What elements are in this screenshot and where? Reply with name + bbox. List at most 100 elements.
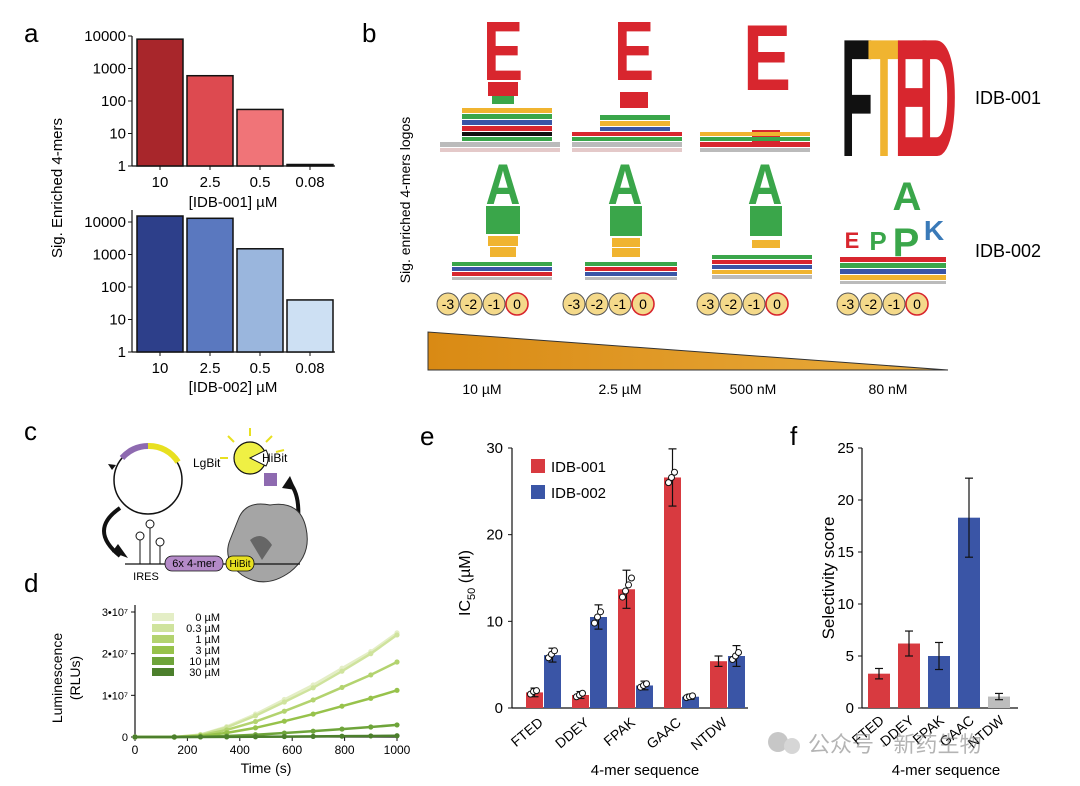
a-top-ytick-label: 1 [118,158,126,175]
f-ytick-label: 15 [837,544,854,561]
a-bottom-xlabel: [IDB-002] µM [189,379,278,396]
d-ytick-label: 2•10⁷ [102,649,128,661]
d-series-point [197,734,204,740]
f-bar-fpak [928,656,950,708]
e-legend-swatch [531,485,545,499]
position-circle-label: -1 [748,296,761,312]
e-replicate-point [579,689,586,697]
d-series-line-0 [135,631,398,739]
position-circle-label: -2 [591,296,604,312]
panel-a-bar-charts: Sig. Enriched 4-mers 10000 1000 100 10 1 10 2… [49,28,335,396]
d-legend-swatch [152,624,174,632]
a-top-ytick-label: 1000 [93,61,126,78]
a-bottom-ytick-label: 10000 [84,214,126,231]
a-top-xtick-label: 0.08 [295,174,324,191]
a-bottom-bar-3 [286,299,334,353]
f-ytick-label: 25 [837,440,854,457]
d-series-point [339,668,345,674]
panel-label-a: a [24,18,39,48]
position-circle [631,292,655,316]
a-top-xlabel: [IDB-001] µM [189,194,278,211]
d-xtick-label: 400 [230,743,250,757]
conc-label-3: 500 nM [730,381,777,397]
plasmid-arrow-icon [108,464,116,470]
position-circle [608,292,632,316]
position-circle [742,292,766,316]
d-xtick-label: 600 [282,743,302,757]
position-circle-label: -3 [702,296,715,312]
d-series-point [132,734,138,740]
d-ytick-label: 1•10⁷ [102,690,128,702]
d-legend-swatch [152,646,174,654]
a-bottom-ytick-label: 1000 [93,247,126,264]
a-bottom-xtick-label: 0.08 [295,360,324,377]
e-xtick-label: GAAC [643,714,684,752]
d-series-point [339,726,345,732]
f-ytick-label: 20 [837,492,854,509]
d-legend-label: 0.3 µM [186,623,220,635]
logo-fted-d: D [919,5,957,193]
a-top-xtick-label: 0.5 [250,174,271,191]
light-bulb-icon [220,428,285,475]
mer-box-label: 6x 4-mer [172,558,216,570]
f-xlabel: 4-mer sequence [892,762,1000,779]
panel-a-bottom-chart: 10000 1000 100 10 1 10 2.5 0.5 0.08 [IDB-002] µ… [84,210,335,396]
position-circle-label: -3 [568,296,581,312]
position-circle-label: -1 [614,296,627,312]
e-replicate-point [689,692,696,700]
e-replicate-point [594,613,601,621]
e-legend-label: IDB-002 [551,485,606,502]
logo-top-3-letter: E [743,5,791,110]
e-bar-fpak-1 [636,685,653,708]
e-bar-ntdw-1 [728,656,745,708]
d-legend-swatch [152,668,174,676]
position-circle [882,292,906,316]
d-xtick-label: 0 [132,743,139,757]
d-series-point [252,725,259,731]
position-circle [859,292,883,316]
e-replicate-point [668,473,675,481]
watermark: 公众号 · 新药生物 [768,732,982,757]
d-legend-label: 30 µM [189,667,220,679]
a-bottom-ytick-label: 10 [109,312,126,329]
d-ylabel-line1: Luminescence [49,633,65,723]
position-circle [562,292,586,316]
d-series-point [339,684,345,691]
a-bottom-xtick-label: 0.5 [250,360,271,377]
e-replicate-point [643,680,650,688]
conc-label-2: 2.5 µM [598,381,641,397]
position-circle [459,292,483,316]
curved-arrow-left-head-icon [112,544,128,558]
d-legend-label: 1 µM [195,634,220,646]
watermark-text: 公众号 · 新药生物 [808,732,982,757]
e-bar-fted-1 [544,655,561,708]
d-series-point [394,733,400,739]
d-series-point [368,651,374,657]
e-ylabel: IC50 (µM) [457,550,478,616]
position-circle [719,292,743,316]
panel-label-c: c [24,416,37,446]
a-bottom-bar-1 [186,217,234,353]
position-circle [505,292,529,316]
f-bar-ddey [898,643,920,708]
logo-bottom-4: A E P P K [840,175,946,284]
panel-label-d: d [24,568,38,598]
d-series-point [310,711,316,717]
mer-box [164,555,224,572]
a-top-xtick-label: 2.5 [200,174,221,191]
d-series-point [368,695,374,701]
d-series-point [310,685,316,691]
a-top-ytick-label: 10 [109,126,126,143]
logo-fted-t: T [868,5,900,193]
a-top-bar-0 [136,38,184,167]
position-circle-label: -1 [488,296,501,312]
e-replicate-point [671,468,678,476]
logo-fted-f: F [841,5,873,193]
position-circle [765,292,789,316]
a-top-bar-3 [286,163,334,167]
f-ytick-label: 5 [846,648,854,665]
a-bottom-bar-0 [136,215,184,353]
d-series-point [394,632,400,638]
logo-top-2-stack [572,92,682,152]
